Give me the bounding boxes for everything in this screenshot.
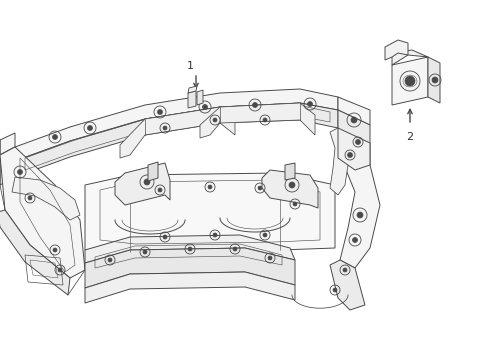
Circle shape bbox=[351, 117, 357, 123]
Circle shape bbox=[163, 126, 167, 130]
Circle shape bbox=[88, 126, 93, 130]
Circle shape bbox=[233, 247, 237, 251]
Polygon shape bbox=[12, 177, 80, 220]
Polygon shape bbox=[200, 103, 315, 138]
Circle shape bbox=[252, 103, 258, 108]
Circle shape bbox=[289, 182, 295, 188]
Polygon shape bbox=[0, 147, 15, 185]
Circle shape bbox=[158, 188, 162, 192]
Polygon shape bbox=[197, 90, 203, 105]
Circle shape bbox=[143, 250, 147, 254]
Polygon shape bbox=[330, 128, 348, 195]
Polygon shape bbox=[188, 91, 196, 108]
Polygon shape bbox=[338, 150, 380, 268]
Polygon shape bbox=[85, 235, 295, 263]
Polygon shape bbox=[330, 260, 365, 310]
Circle shape bbox=[144, 179, 150, 185]
Circle shape bbox=[157, 109, 163, 114]
Circle shape bbox=[53, 248, 57, 252]
Polygon shape bbox=[338, 128, 370, 170]
Polygon shape bbox=[0, 133, 15, 155]
Circle shape bbox=[347, 153, 352, 158]
Circle shape bbox=[202, 104, 207, 109]
Polygon shape bbox=[115, 163, 170, 205]
Circle shape bbox=[163, 235, 167, 239]
Circle shape bbox=[52, 135, 57, 139]
Circle shape bbox=[213, 233, 217, 237]
Polygon shape bbox=[15, 103, 338, 177]
Circle shape bbox=[28, 196, 32, 200]
Circle shape bbox=[268, 256, 272, 260]
Circle shape bbox=[333, 288, 337, 292]
Circle shape bbox=[357, 212, 363, 218]
Polygon shape bbox=[0, 147, 85, 278]
Polygon shape bbox=[285, 163, 295, 180]
Circle shape bbox=[263, 233, 267, 237]
Polygon shape bbox=[188, 86, 197, 93]
Circle shape bbox=[108, 258, 112, 262]
Polygon shape bbox=[85, 248, 295, 288]
Circle shape bbox=[213, 118, 217, 122]
Polygon shape bbox=[120, 107, 235, 158]
Circle shape bbox=[208, 185, 212, 189]
Circle shape bbox=[356, 139, 361, 144]
Circle shape bbox=[263, 118, 267, 122]
Polygon shape bbox=[385, 40, 408, 60]
Polygon shape bbox=[148, 162, 158, 181]
Circle shape bbox=[405, 76, 415, 86]
Polygon shape bbox=[428, 57, 440, 103]
Polygon shape bbox=[15, 89, 338, 161]
Polygon shape bbox=[392, 57, 428, 105]
Circle shape bbox=[258, 186, 262, 190]
Circle shape bbox=[293, 202, 297, 206]
Polygon shape bbox=[262, 170, 318, 208]
Circle shape bbox=[18, 170, 23, 175]
Circle shape bbox=[352, 238, 358, 243]
Text: 1: 1 bbox=[187, 61, 194, 71]
Circle shape bbox=[188, 247, 192, 251]
Circle shape bbox=[432, 77, 438, 83]
Polygon shape bbox=[392, 50, 428, 65]
Circle shape bbox=[343, 268, 347, 272]
Polygon shape bbox=[85, 173, 335, 252]
Polygon shape bbox=[85, 272, 295, 303]
Circle shape bbox=[58, 268, 62, 272]
Polygon shape bbox=[338, 110, 370, 165]
Text: 2: 2 bbox=[406, 132, 414, 142]
Polygon shape bbox=[338, 97, 370, 125]
Polygon shape bbox=[0, 210, 70, 295]
Circle shape bbox=[308, 102, 313, 107]
